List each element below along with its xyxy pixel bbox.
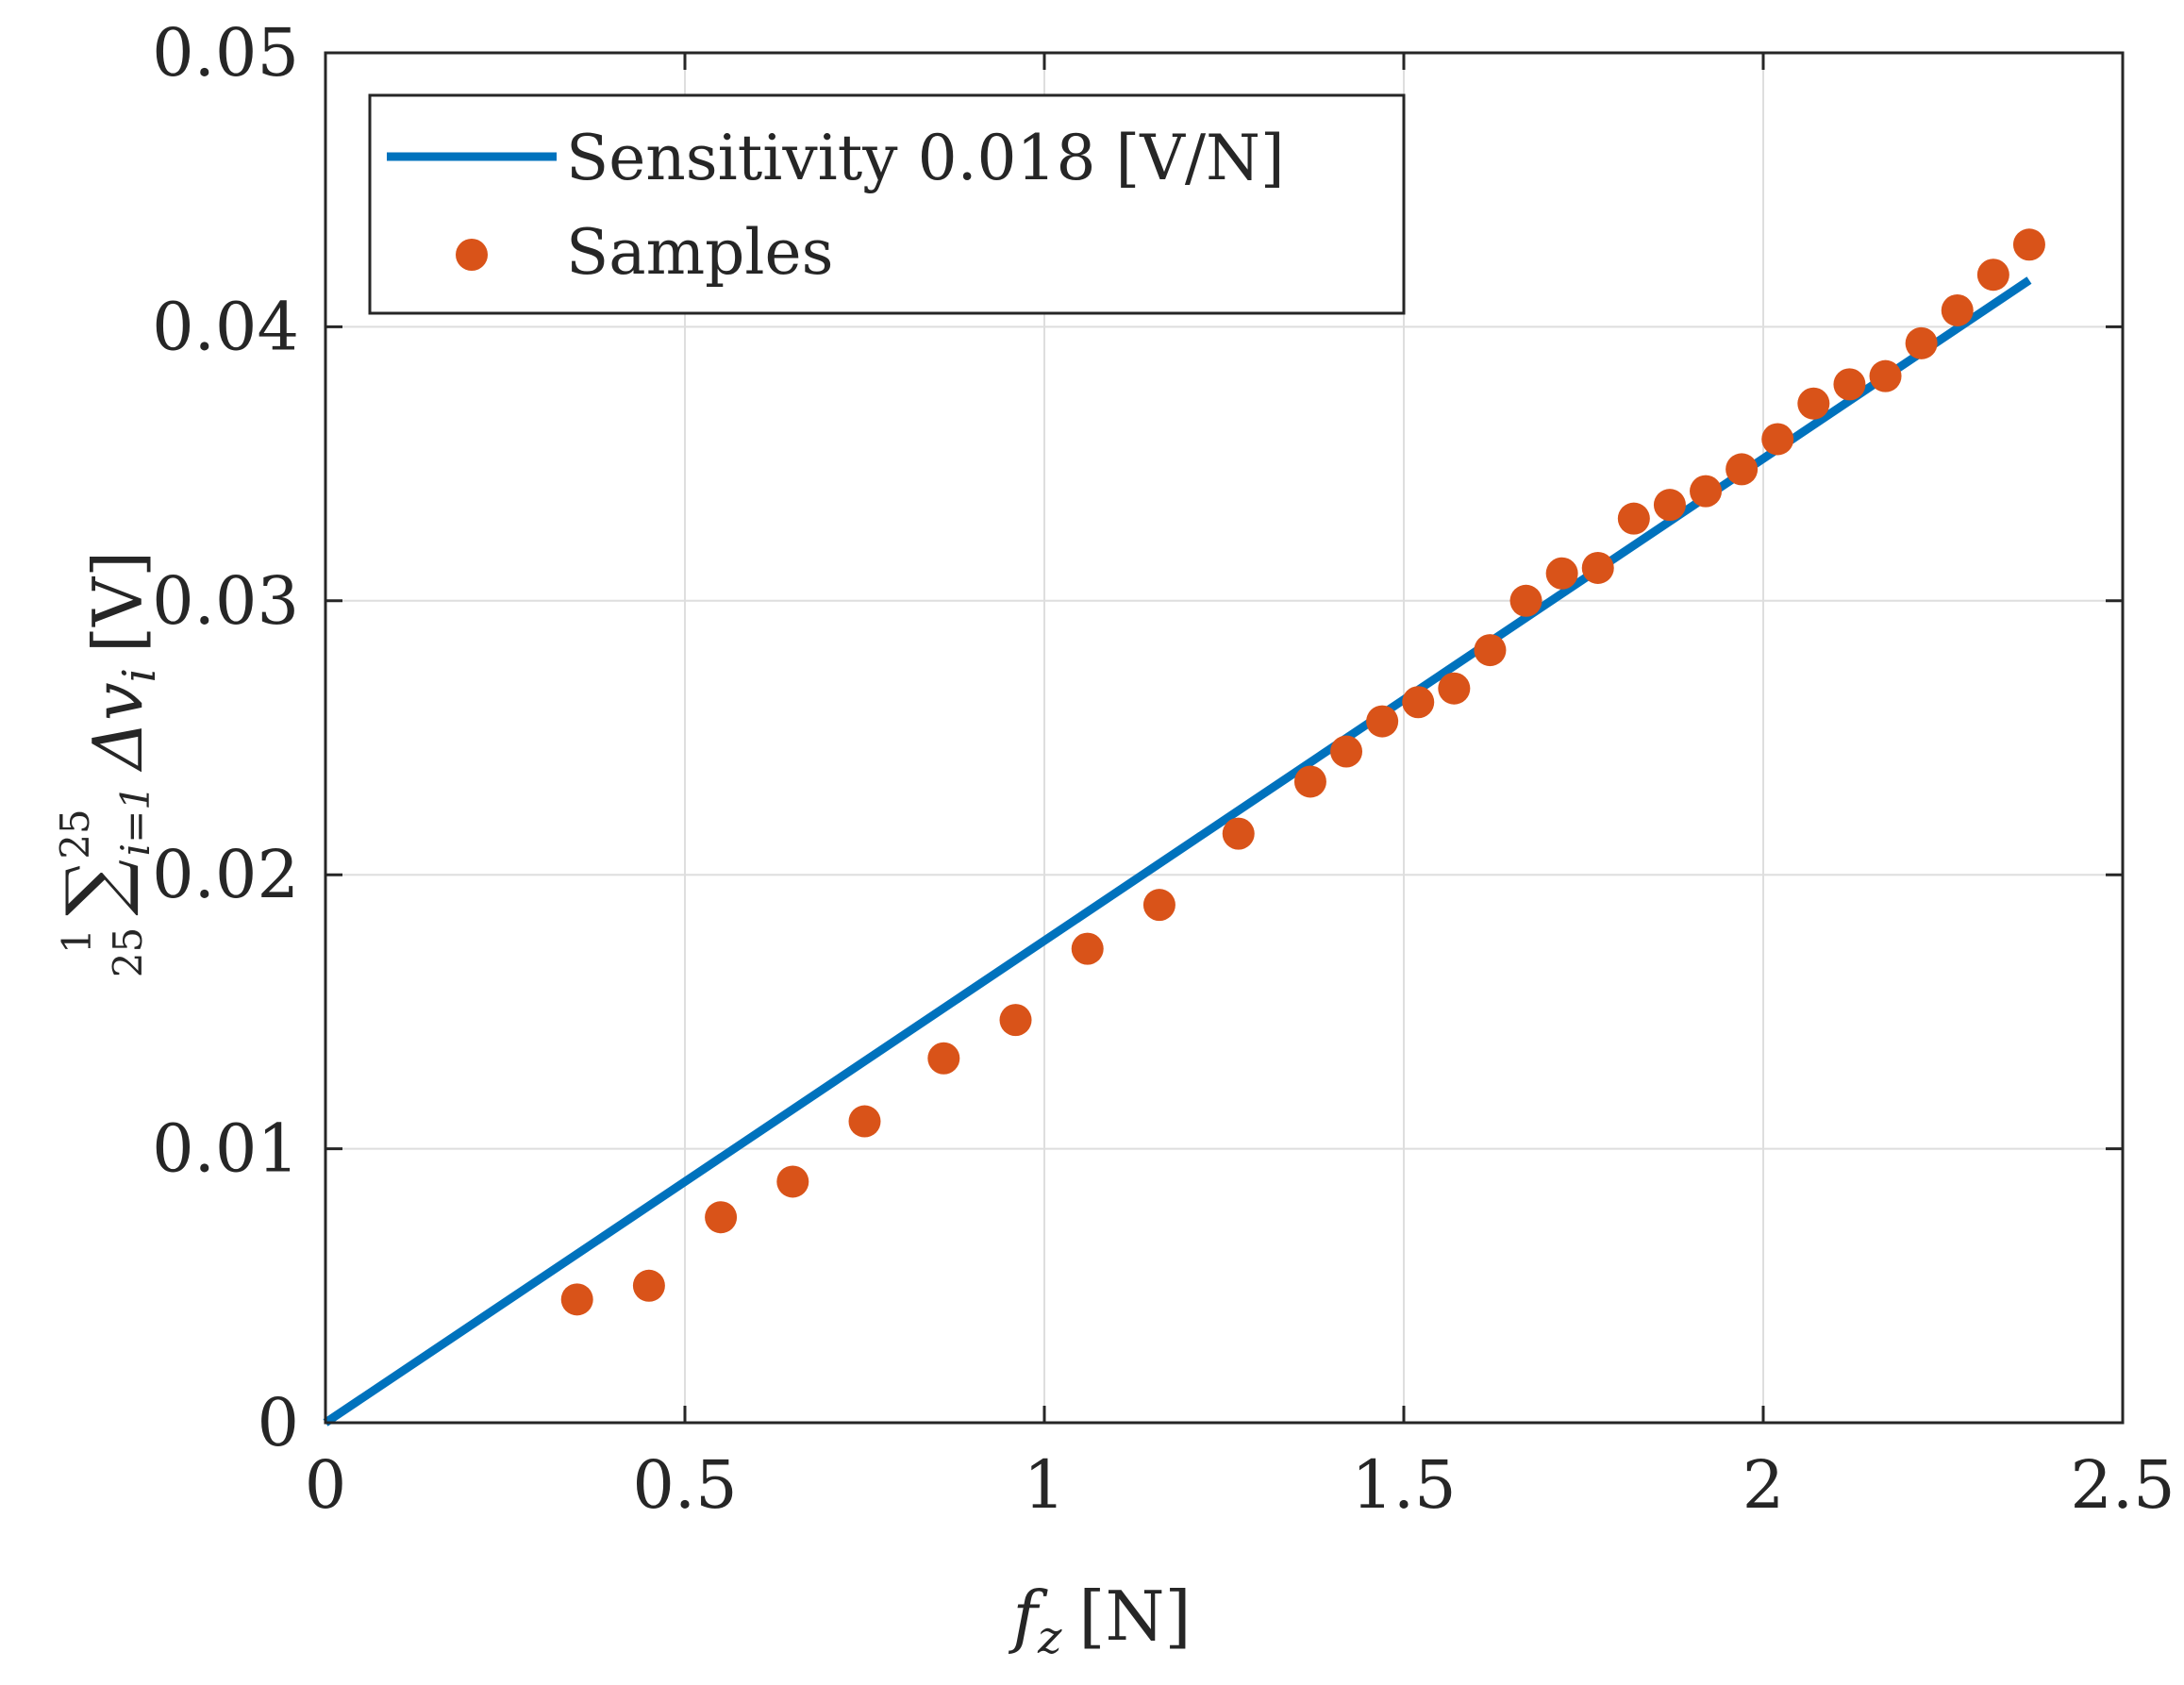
y-tick-label: 0.03 [152, 562, 299, 640]
sample-point [1142, 889, 1175, 922]
sample-point [1330, 735, 1363, 768]
x-tick-label: 1.5 [1351, 1446, 1456, 1524]
x-tick-label: 0 [305, 1446, 347, 1524]
x-tick-label: 2 [1742, 1446, 1785, 1524]
x-axis-label: fz [N] [1008, 1577, 1191, 1664]
x-tick-label: 2.5 [2070, 1446, 2175, 1524]
y-tick-label: 0.04 [152, 288, 299, 365]
ticks: 0 0.5 1 1.5 2 2.5 0 0.01 0.02 0.03 0.04 0.05 [152, 14, 2176, 1524]
sample-point [1976, 259, 2009, 292]
legend: Sensitivity 0.018 [V/N] Samples [368, 93, 1406, 315]
sample-point [632, 1269, 665, 1302]
sample-point [1797, 387, 1830, 420]
sample-point [1869, 359, 1902, 392]
sample-point [1653, 489, 1686, 522]
sample-point [1761, 423, 1794, 456]
sample-point [1833, 368, 1866, 401]
sample-point [1366, 705, 1399, 738]
sample-point [1545, 557, 1578, 590]
x-tick-label: 1 [1024, 1446, 1066, 1524]
legend-box [368, 93, 1406, 315]
sample-point [927, 1042, 960, 1075]
sample-point [1581, 551, 1614, 584]
sample-point [1474, 634, 1507, 667]
plot-series [323, 228, 2045, 1426]
sample-point [1905, 326, 1938, 359]
sample-point [1690, 475, 1723, 508]
sample-point [1222, 817, 1255, 850]
legend-label-samples: Samples [566, 216, 833, 289]
x-tick-label: 0.5 [632, 1446, 737, 1524]
sample-point [1438, 672, 1471, 705]
y-tick-label: 0.01 [152, 1110, 299, 1188]
sample-point [1071, 932, 1104, 965]
sample-point [1941, 293, 1974, 326]
y-tick-label: 0.05 [152, 14, 299, 92]
sample-point [1293, 765, 1326, 798]
sample-point [999, 1004, 1032, 1037]
legend-scatter-marker [456, 239, 488, 271]
sample-point [1617, 502, 1650, 535]
sample-point [848, 1105, 881, 1138]
svg-text:125∑25i=1Δvi[V]: 1 25∑25 i=1Δvi[V] [49, 551, 166, 977]
sample-point [1726, 453, 1759, 486]
sample-point [1402, 686, 1435, 719]
legend-label-sensitivity: Sensitivity 0.018 [V/N] [566, 122, 1285, 194]
axes-box [324, 51, 2125, 1425]
y-axis-label: 1 25∑25 i=1Δvi[V] [49, 551, 166, 977]
sample-point [2012, 228, 2045, 261]
sample-point [776, 1165, 809, 1198]
y-tick-label: 0.02 [152, 836, 299, 913]
sample-point [705, 1201, 738, 1234]
sample-point [560, 1283, 593, 1316]
y-tick-label: 0 [257, 1384, 299, 1461]
sample-point [1509, 584, 1542, 617]
